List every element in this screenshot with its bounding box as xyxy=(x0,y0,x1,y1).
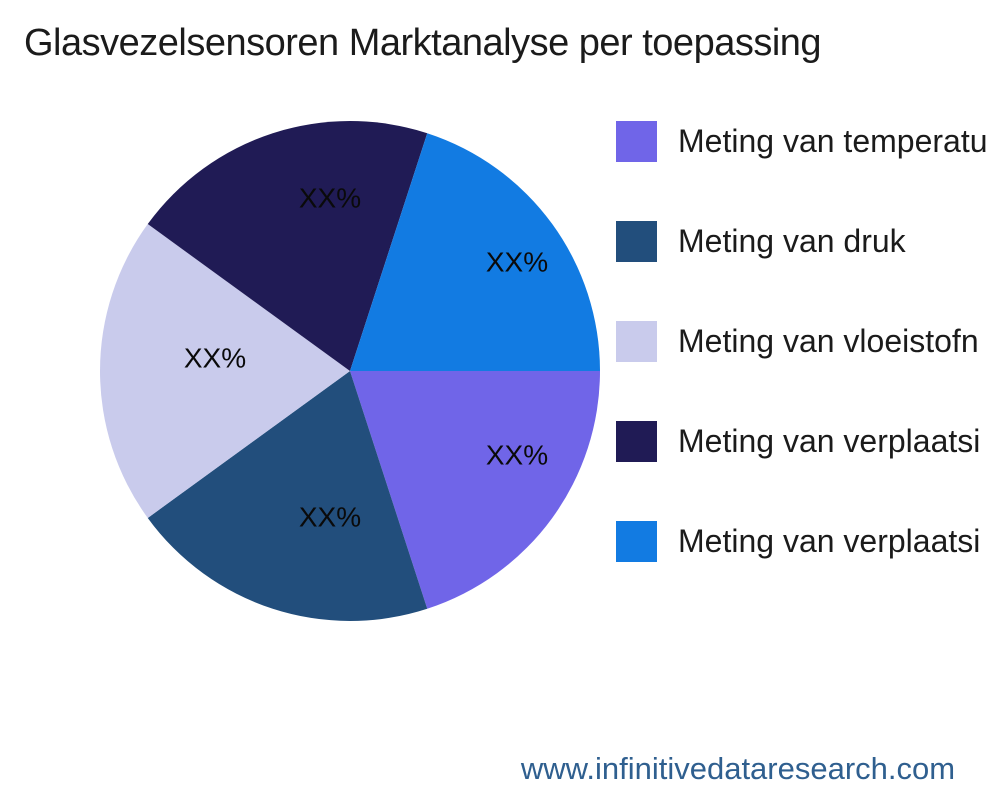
pie-slice-1 xyxy=(147,371,428,621)
pie-slice-label-2: XX% xyxy=(184,343,246,374)
legend-label: Meting van druk xyxy=(678,223,906,259)
chart-title: Glasvezelsensoren Marktanalyse per toepa… xyxy=(24,22,822,64)
pie-slice-label-1: XX% xyxy=(299,502,361,533)
legend-label: Meting van vloeistofn xyxy=(678,323,979,359)
legend-label: Meting van temperatu xyxy=(678,123,988,159)
legend-item: Meting van verplaatsi xyxy=(616,521,980,562)
legend-swatch xyxy=(616,521,657,562)
pie-slice-label-3: XX% xyxy=(299,183,361,214)
legend-swatch xyxy=(616,321,657,362)
legend-item: Meting van verplaatsi xyxy=(616,421,980,462)
legend-item: Meting van temperatu xyxy=(616,121,988,162)
legend-item: Meting van vloeistofn xyxy=(616,321,979,362)
pie-slice-3 xyxy=(147,121,428,371)
footer-url: www.infinitivedataresearch.com xyxy=(520,751,956,786)
pie-slice-label-4: XX% xyxy=(486,247,548,278)
legend-label: Meting van verplaatsi xyxy=(678,523,981,559)
pie-slice-4 xyxy=(350,133,600,371)
pie-slice-2 xyxy=(100,224,350,518)
pie-slice-label-0: XX% xyxy=(486,440,548,471)
legend-swatch xyxy=(616,221,657,262)
legend-swatch xyxy=(616,121,657,162)
pie-slice-0 xyxy=(350,371,600,609)
legend-swatch xyxy=(616,421,657,462)
legend-item: Meting van druk xyxy=(616,221,906,262)
legend-label: Meting van verplaatsi xyxy=(678,423,981,459)
